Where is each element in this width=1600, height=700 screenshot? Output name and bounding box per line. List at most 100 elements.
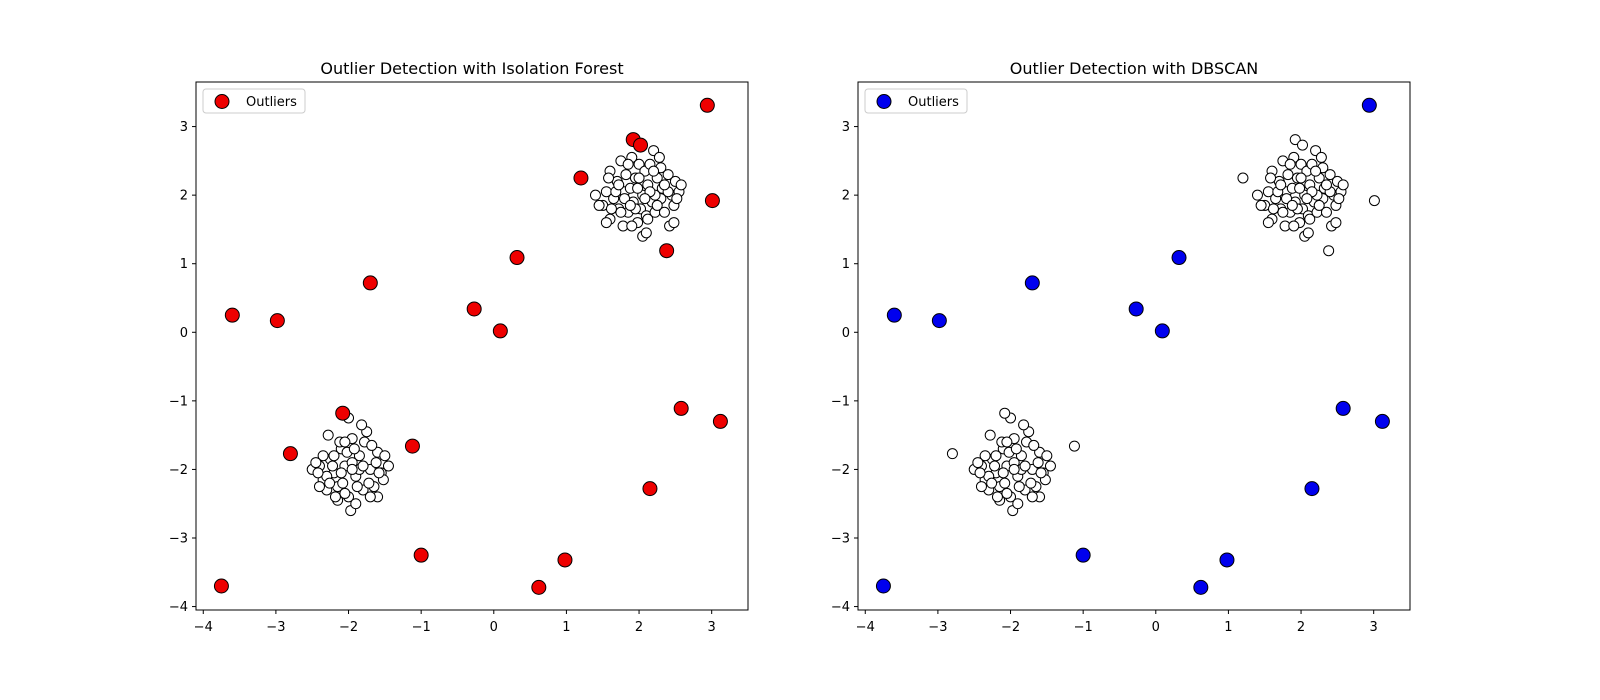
dbscan-inlier-point: [1251, 189, 1263, 201]
isolation-forest-inlier-point: [648, 165, 660, 177]
dbscan-inlier-point: [999, 477, 1011, 489]
isolation-forest-inlier-point: [382, 460, 394, 472]
isolation-forest-axes-frame: [195, 81, 749, 611]
isolation-forest-outlier-point: [531, 579, 547, 595]
isolation-forest-inlier-point: [613, 179, 625, 191]
dbscan-y-tick-label: −2: [831, 463, 850, 478]
dbscan-inlier-point: [979, 450, 991, 462]
isolation-forest-y-tick-label: 1: [180, 257, 188, 272]
dbscan-inlier-point: [1320, 179, 1332, 191]
dbscan-inlier-point: [1001, 436, 1013, 448]
isolation-forest-inlier-point: [363, 477, 375, 489]
dbscan-outlier-point: [1193, 579, 1209, 595]
isolation-forest-inlier-point: [620, 169, 632, 181]
dbscan-outlier-point: [1171, 250, 1187, 266]
isolation-forest-inlier-point: [624, 199, 636, 211]
isolation-forest-inlier-point: [348, 443, 360, 455]
isolation-forest-inlier-point: [350, 498, 362, 510]
dbscan-plot-area: [875, 97, 1390, 595]
isolation-forest-x-tick-label: 3: [708, 620, 716, 635]
isolation-forest-inlier-point: [339, 487, 351, 499]
dbscan-outlier-point: [1128, 301, 1144, 317]
isolation-forest-y-tick-label: 2: [180, 189, 188, 204]
dbscan-inlier-point: [1255, 199, 1267, 211]
dbscan-inlier-point: [1368, 195, 1380, 207]
isolation-forest-outlier-point: [704, 193, 720, 209]
isolation-forest-inlier-point: [357, 460, 369, 472]
isolation-forest-inlier-point: [589, 189, 601, 201]
isolation-forest-legend-label: Outliers: [246, 95, 297, 110]
dbscan-legend: Outliers: [864, 88, 968, 114]
isolation-forest-inlier-point: [339, 436, 351, 448]
isolation-forest-outlier-point: [557, 552, 573, 568]
dbscan-inlier-point: [1028, 439, 1040, 451]
isolation-forest-inlier-point: [615, 206, 627, 218]
dbscan-inlier-point: [1035, 467, 1047, 479]
isolation-forest-inlier-point: [313, 481, 325, 493]
isolation-forest-outlier-point: [362, 275, 378, 291]
isolation-forest-inlier-point: [337, 477, 349, 489]
isolation-forest-inlier-point: [328, 450, 340, 462]
isolation-forest-inlier-point: [324, 477, 336, 489]
dbscan-legend-marker: [876, 94, 892, 109]
isolation-forest-inlier-point: [632, 182, 644, 194]
dbscan-x-tick-label: −3: [928, 620, 947, 635]
dbscan-inlier-point: [974, 467, 986, 479]
dbscan-axes-frame: [857, 81, 1411, 611]
isolation-forest-outlier-point: [573, 170, 589, 186]
isolation-forest-outlier-point: [492, 323, 508, 339]
dbscan-x-tick-label: 0: [1152, 620, 1160, 635]
dbscan-inlier-point: [946, 448, 958, 460]
isolation-forest-outlier-point: [509, 250, 525, 266]
dbscan-y-tick-label: 3: [842, 120, 850, 135]
dbscan-inlier-point: [1068, 440, 1080, 452]
isolation-forest-outlier-point: [633, 137, 649, 153]
dbscan-y-ticks: −4 −3 −2 −1 0 1 2 3: [831, 120, 858, 615]
dbscan-outlier-point: [1024, 275, 1040, 291]
dbscan-inlier-point: [1297, 139, 1309, 151]
dbscan-outlier-point: [875, 578, 891, 594]
dbscan-outlier-point: [1361, 97, 1377, 113]
isolation-forest-inlier-point: [640, 227, 652, 239]
isolation-forest-y-tick-label: 0: [180, 326, 188, 341]
isolation-forest-inlier-point: [675, 179, 687, 191]
isolation-forest-outlier-point: [466, 301, 482, 317]
isolation-forest-outlier-point: [224, 307, 240, 323]
isolation-forest-inlier-point: [322, 429, 334, 441]
dbscan-inlier-point: [1330, 217, 1342, 229]
isolation-forest-inlier-point: [626, 220, 638, 232]
dbscan-inlier-point: [1025, 477, 1037, 489]
isolation-forest-legend-marker: [214, 94, 230, 109]
isolation-forest-inlier-point: [653, 151, 665, 163]
dbscan-outlier-point: [1374, 413, 1390, 429]
dbscan-inlier-point: [1044, 460, 1056, 472]
dbscan-inlier-point: [1315, 151, 1327, 163]
isolation-forest-title: Outlier Detection with Isolation Forest: [320, 59, 623, 78]
dbscan-inlier-point: [1310, 165, 1322, 177]
dbscan-inlier-point: [1265, 172, 1277, 184]
dbscan-x-tick-label: 3: [1370, 620, 1378, 635]
dbscan-x-tick-label: 2: [1297, 620, 1305, 635]
dbscan-inlier-point: [1320, 206, 1332, 218]
isolation-forest-outlier-point: [699, 97, 715, 113]
dbscan-inlier-point: [997, 467, 1009, 479]
isolation-forest-inlier-point: [662, 169, 674, 181]
dbscan-inlier-point: [1282, 169, 1294, 181]
isolation-forest-inlier-point: [671, 193, 683, 205]
dbscan-inlier-point: [1019, 460, 1031, 472]
isolation-forest-x-tick-label: 1: [562, 620, 570, 635]
dbscan-inlier-point: [1323, 245, 1335, 257]
isolation-forest-inlier-point: [317, 450, 329, 462]
dbscan-inlier-point: [1313, 199, 1325, 211]
isolation-forest-outlier-point: [404, 438, 420, 454]
dbscan-inlier-point: [1289, 134, 1301, 146]
dbscan-inlier-point: [972, 457, 984, 469]
dbscan-outlier-point: [1335, 400, 1351, 416]
dbscan-title: Outlier Detection with DBSCAN: [1010, 59, 1259, 78]
dbscan-y-tick-label: 0: [842, 326, 850, 341]
dbscan-inlier-point: [1304, 213, 1316, 225]
dbscan-inlier-point: [1013, 481, 1025, 493]
isolation-forest-panel: Outlier Detection with Isolation Forest …: [169, 59, 749, 635]
dbscan-inlier-point: [1275, 179, 1287, 191]
